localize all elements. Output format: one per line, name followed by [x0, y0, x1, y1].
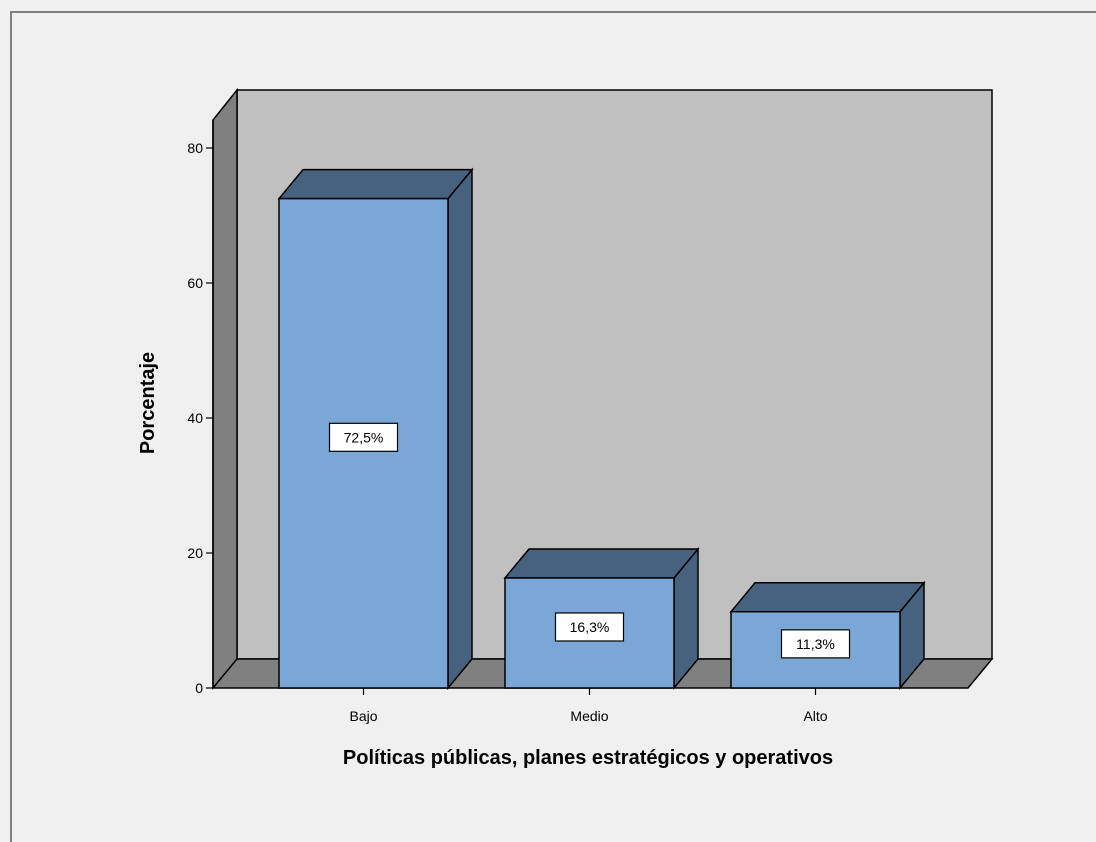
data-label: 72,5%: [330, 423, 398, 451]
bar: 72,5%: [279, 170, 472, 688]
bar-side-face: [448, 170, 472, 688]
x-tick-label: Medio: [570, 708, 608, 724]
y-tick-label: 0: [195, 680, 203, 696]
y-tick-label: 60: [187, 275, 203, 291]
y-tick-label: 40: [187, 410, 203, 426]
bar: 16,3%: [505, 549, 698, 688]
y-axis-ticks: 0 20 40 60 80: [187, 140, 213, 696]
x-axis-title: Políticas públicas, planes estratégicos …: [343, 747, 833, 769]
data-label-text: 16,3%: [570, 619, 610, 635]
data-label-text: 72,5%: [344, 429, 384, 445]
x-axis-ticks: Bajo Medio Alto: [349, 688, 827, 724]
y-tick-label: 80: [187, 140, 203, 156]
data-label: 16,3%: [556, 613, 624, 641]
bar: 11,3%: [731, 583, 924, 688]
y-tick-label: 20: [187, 545, 203, 561]
bar-top-face: [505, 549, 698, 578]
x-tick-label: Bajo: [349, 708, 377, 724]
x-tick-label: Alto: [803, 708, 827, 724]
data-label-text: 11,3%: [796, 636, 835, 652]
bar-top-face: [731, 583, 924, 612]
bar-top-face: [279, 170, 472, 199]
plot-side-wall: [213, 90, 237, 688]
data-label: 11,3%: [782, 630, 850, 658]
y-axis-title: Porcentaje: [137, 352, 159, 454]
